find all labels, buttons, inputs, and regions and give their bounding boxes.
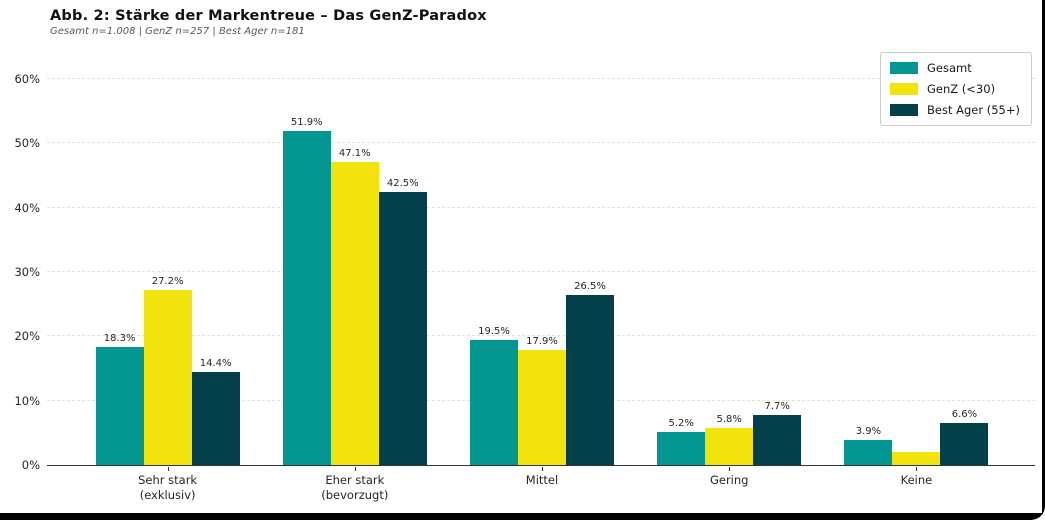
x-axis-tick [729, 467, 731, 471]
x-axis-tick [354, 467, 356, 471]
bar-Gesamt [470, 339, 518, 465]
bar-value-label: 51.9% [290, 117, 323, 129]
bar-column: 19.5% [470, 326, 518, 465]
y-tick-label: 50% [14, 136, 40, 151]
bar-value-label: 7.7% [764, 401, 790, 413]
bar-column: 6.6% [940, 408, 989, 465]
legend: Gesamt GenZ (<30) Best Ager (55+) [880, 52, 1032, 126]
bar-value-label: 19.5% [478, 325, 510, 337]
y-tick-label: 60% [14, 72, 40, 87]
legend-item: Best Ager (55+) [890, 103, 1020, 117]
bar-GenZ (<30) [518, 349, 566, 465]
bar-column: 51.9% [282, 117, 331, 465]
bar-column: 17.9% [518, 336, 566, 465]
legend-label: Gesamt [927, 61, 972, 75]
bar-GenZ (<30) [705, 427, 754, 465]
bar-group: 5.2% 5.8% 7.7% Gering [636, 60, 823, 487]
gridline [47, 142, 1035, 144]
bar-value-label: 5.2% [668, 417, 694, 429]
bar-value-label: 18.3% [103, 333, 136, 345]
bar-row: 19.5% 17.9% 26.5% [448, 281, 635, 465]
x-tick-label: Gering [709, 473, 749, 487]
bar-value-label: 5.8% [716, 413, 742, 425]
y-tick-label: 10% [14, 393, 40, 408]
bar-GenZ (<30) [330, 162, 379, 465]
y-tick-label: 0% [21, 458, 40, 472]
bar-value-label: 42.5% [386, 177, 419, 189]
bar-value-label: 6.6% [951, 408, 978, 420]
bar-value-label: 47.1% [338, 148, 371, 160]
bar-group: 18.3% 27.2% 14.4% Sehr stark (exklusiv) [74, 60, 261, 502]
gridline [47, 206, 1035, 208]
chart-title: Abb. 2: Stärke der Markentreue – Das Gen… [50, 8, 487, 24]
bar-column: 3.9% [844, 425, 893, 465]
bar-Best Ager (55+) [566, 294, 614, 465]
y-axis-labels: 0% 10% 20% 30% 40% 50% 60% [0, 60, 40, 472]
bar-column: 47.1% [330, 148, 379, 465]
bar-row: 18.3% 27.2% 14.4% [74, 276, 261, 465]
bar-row: 5.2% 5.8% 7.7% [636, 401, 823, 465]
bar-column: 5.2% [657, 417, 706, 465]
bar-row: 51.9% 47.1% 42.5% [261, 117, 448, 465]
y-tick-label: 20% [14, 329, 40, 344]
bar-row: 3.9% 6.6% [823, 409, 1010, 465]
legend-swatch [890, 62, 918, 74]
x-axis-line [47, 465, 1035, 466]
bar-column: 26.5% [566, 281, 614, 465]
chart-header: Abb. 2: Stärke der Markentreue – Das Gen… [50, 8, 487, 37]
bar-column: 27.2% [143, 276, 192, 465]
x-axis-tick [167, 467, 169, 471]
bar-column: 42.5% [378, 177, 427, 465]
bar-group: 3.9% 6.6% Keine [823, 60, 1010, 487]
bar-Gesamt [95, 347, 144, 465]
x-tick-label: Sehr stark (exklusiv) [138, 473, 198, 502]
gridline [47, 271, 1035, 273]
bar-groups: 18.3% 27.2% 14.4% Sehr stark (exklusiv) 51.9… [74, 60, 1010, 502]
bar-value-label: 17.9% [526, 335, 558, 347]
bar-Best Ager (55+) [753, 415, 802, 465]
bar-column: 18.3% [95, 333, 144, 465]
legend-swatch [890, 104, 918, 116]
bar-GenZ (<30) [892, 452, 941, 465]
bar-GenZ (<30) [143, 290, 192, 465]
bar-group: 19.5% 17.9% 26.5% Mittel [448, 60, 635, 487]
x-tick-label: Keine [900, 473, 933, 487]
x-axis-tick [542, 467, 543, 471]
bar-column: 14.4% [191, 358, 240, 465]
legend-label: GenZ (<30) [927, 82, 996, 96]
bar-Best Ager (55+) [378, 191, 427, 465]
legend-swatch [890, 83, 918, 95]
bar-Gesamt [844, 439, 893, 465]
y-tick-label: 30% [14, 265, 40, 279]
bar-value-label: 27.2% [151, 276, 184, 288]
y-tick-label: 40% [14, 200, 40, 215]
bar-column: 5.8% [705, 413, 754, 465]
window-edge-bottom [0, 513, 1045, 520]
legend-item: Gesamt [890, 61, 1020, 75]
x-tick-label: Eher stark (bevorzugt) [321, 473, 389, 502]
bar-column: 7.7% [753, 401, 802, 465]
bar-column [892, 452, 941, 465]
bar-Best Ager (55+) [940, 422, 989, 465]
bar-value-label: 14.4% [199, 358, 232, 370]
bar-Gesamt [657, 431, 706, 465]
gridline [47, 78, 1035, 80]
gridline [47, 335, 1035, 337]
x-axis-tick [916, 467, 918, 471]
bar-Best Ager (55+) [191, 372, 240, 465]
bar-group: 51.9% 47.1% 42.5% Eher stark (bevorzugt) [261, 60, 448, 502]
window-edge-right [1042, 0, 1045, 520]
x-tick-label: Mittel [525, 473, 559, 487]
legend-label: Best Ager (55+) [927, 103, 1020, 117]
bar-Gesamt [282, 131, 331, 465]
plot-area: 18.3% 27.2% 14.4% Sehr stark (exklusiv) 51.9… [47, 60, 1035, 502]
legend-item: GenZ (<30) [890, 82, 1020, 96]
chart-subtitle: Gesamt n=1.008 | GenZ n=257 | Best Ager … [50, 26, 305, 37]
bar-value-label: 3.9% [855, 425, 882, 437]
bar-value-label: 26.5% [574, 280, 606, 292]
